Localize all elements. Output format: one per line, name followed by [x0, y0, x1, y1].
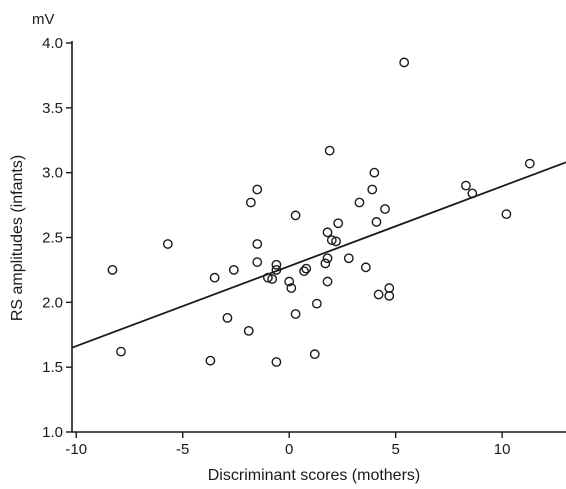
x-tick-label: 5 [391, 441, 399, 458]
x-tick-label: -10 [65, 441, 87, 458]
data-point [252, 257, 263, 268]
axes [71, 41, 566, 433]
data-point [373, 289, 384, 300]
data-point [245, 197, 256, 208]
ticks: 1.0 1.5 2.0 2.5 3.0 3.5 4.0 -10 -5 0 5 10 [42, 35, 510, 458]
data-point [107, 265, 118, 275]
data-point [284, 276, 295, 287]
data-point [371, 217, 382, 227]
data-points [107, 57, 535, 367]
x-axis-title: Discriminant scores (mothers) [208, 467, 420, 484]
x-tick-label: 0 [285, 441, 293, 458]
regression-line [71, 161, 566, 349]
data-point [369, 167, 380, 178]
regression-line-group [71, 161, 566, 349]
data-point [162, 239, 173, 249]
y-tick-label: 4.0 [42, 35, 63, 52]
data-point [333, 218, 344, 229]
data-point [384, 290, 395, 301]
data-point [290, 210, 301, 221]
y-tick-label: 2.5 [42, 230, 63, 247]
data-point [205, 355, 216, 366]
data-point [322, 276, 333, 287]
data-point [322, 253, 333, 264]
y-tick-label: 3.5 [42, 100, 63, 117]
data-point [320, 258, 331, 269]
data-point [461, 180, 471, 191]
data-point [324, 145, 335, 156]
data-point [222, 312, 233, 323]
x-tick-label: -5 [176, 441, 189, 458]
x-tick-label: 10 [494, 441, 511, 458]
y-tick-label: 1.0 [42, 424, 63, 441]
data-point [209, 272, 220, 283]
data-point [501, 209, 512, 220]
data-point [290, 309, 301, 319]
data-point [243, 325, 254, 336]
y-tick-label: 3.0 [42, 165, 63, 182]
data-point [311, 298, 322, 309]
y-tick-label: 2.0 [42, 294, 63, 311]
data-point [116, 346, 126, 357]
data-point [309, 349, 320, 360]
data-point [524, 158, 535, 169]
data-point [343, 253, 354, 264]
data-point [301, 263, 312, 274]
data-point [331, 236, 341, 247]
data-point [299, 266, 309, 277]
y-unit-label: mV [32, 11, 55, 28]
y-tick-label: 1.5 [42, 359, 63, 376]
data-point [367, 184, 378, 195]
data-point [286, 283, 297, 293]
data-point [354, 197, 365, 208]
data-point [380, 204, 390, 214]
data-point [228, 265, 239, 275]
data-point [326, 235, 337, 245]
data-point [271, 357, 282, 367]
data-point [360, 262, 371, 273]
data-point [399, 57, 410, 68]
data-point [252, 239, 263, 249]
data-point [252, 184, 263, 195]
data-point [322, 227, 333, 238]
data-point [267, 274, 278, 284]
y-axis-title: RS amplitudes (infants) [9, 155, 26, 321]
data-point [271, 259, 282, 270]
